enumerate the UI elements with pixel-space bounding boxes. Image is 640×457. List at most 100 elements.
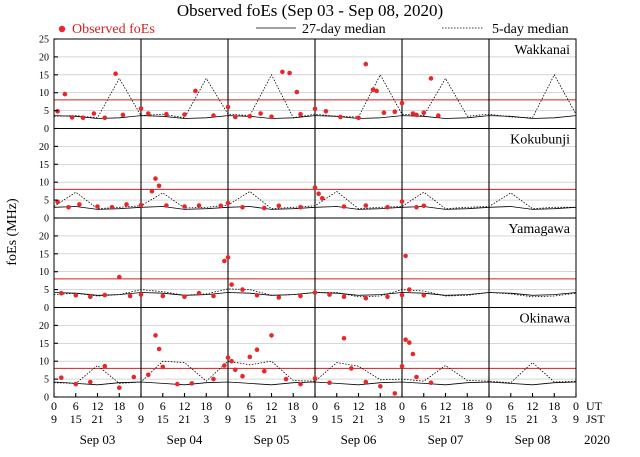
x-tick-jst: 9 xyxy=(399,412,405,426)
observed-point xyxy=(233,367,238,373)
x-tick-jst: 15 xyxy=(331,412,343,426)
legend-observed-marker xyxy=(58,25,66,33)
observed-point xyxy=(156,346,162,352)
observed-point xyxy=(156,183,162,189)
observed-point xyxy=(327,292,332,297)
x-day-label: Sep 08 xyxy=(515,432,551,447)
x-tick-jst: 3 xyxy=(551,412,557,426)
observed-point xyxy=(196,290,202,296)
observed-point xyxy=(247,114,253,119)
panel-okinawa: 0 5 10 15 20 Okinawa xyxy=(39,307,577,404)
observed-point xyxy=(102,292,108,298)
observed-point xyxy=(414,205,419,210)
observed-point xyxy=(363,295,369,301)
observed-point xyxy=(229,282,234,287)
observed-point xyxy=(341,336,347,341)
observed-point xyxy=(164,111,169,117)
observed-point xyxy=(399,292,405,298)
y-tick-label: 15 xyxy=(39,249,49,260)
median5-line xyxy=(53,288,577,298)
x-tick-ut: 0 xyxy=(225,399,231,413)
x-tick-ut: 0 xyxy=(486,399,492,413)
observed-point xyxy=(131,374,137,380)
station-label: Yamagawa xyxy=(508,222,570,237)
y-tick-label: 5 xyxy=(44,375,49,386)
x-tick-jst: 15 xyxy=(70,412,82,426)
observed-point xyxy=(59,290,64,296)
x-tick-ut: 12 xyxy=(353,399,365,413)
observed-point xyxy=(399,100,405,106)
observed-point xyxy=(62,91,68,97)
x-tick-jst: 21 xyxy=(266,412,278,426)
x-tick-jst: 9 xyxy=(225,412,231,426)
observed-point xyxy=(88,379,93,385)
observed-point xyxy=(73,381,79,387)
y-tick-label: 0 xyxy=(44,124,49,135)
x-tick-ut: 6 xyxy=(334,399,340,413)
x-tick-jst: 3 xyxy=(377,412,383,426)
x-tick-jst: 21 xyxy=(92,412,104,426)
x-tick-ut: 18 xyxy=(374,399,386,413)
observed-point xyxy=(117,274,122,280)
observed-point xyxy=(269,333,274,338)
observed-point xyxy=(182,204,187,209)
observed-point xyxy=(298,293,303,299)
observed-point xyxy=(363,61,369,67)
x-tick-jst: 9 xyxy=(573,412,579,426)
x-tick-jst: 21 xyxy=(353,412,365,426)
observed-point xyxy=(276,203,282,209)
x-tick-ut: 18 xyxy=(200,399,212,413)
observed-point xyxy=(211,293,216,299)
y-tick-label: 0 xyxy=(44,303,49,314)
observed-point xyxy=(262,368,267,374)
x-tick-jst: 15 xyxy=(418,412,430,426)
observed-point xyxy=(240,205,245,210)
x-axis: 0961512211830961512211830961512211830961… xyxy=(51,393,610,447)
y-tick-label: 20 xyxy=(39,321,49,332)
x-day-label: Sep 04 xyxy=(167,432,203,447)
median27-line xyxy=(53,115,577,119)
y-tick-label: 0 xyxy=(44,214,49,225)
observed-point xyxy=(109,205,115,210)
observed-point xyxy=(262,205,267,211)
x-tick-jst: 15 xyxy=(157,412,169,426)
observed-point xyxy=(327,380,332,386)
observed-point xyxy=(153,176,158,181)
observed-point xyxy=(211,113,216,118)
x-tick-ut: 0 xyxy=(573,399,579,413)
observed-point xyxy=(254,293,260,298)
observed-point xyxy=(95,204,100,209)
y-tick-label: 15 xyxy=(39,160,49,171)
y-tick-label: 15 xyxy=(39,339,49,350)
observed-point xyxy=(363,203,369,208)
observed-point xyxy=(421,203,427,209)
panel-yamagawa: 0 5 10 15 20 Yamagawa xyxy=(39,217,577,314)
observed-point xyxy=(222,258,227,264)
observed-point xyxy=(323,109,329,114)
y-tick-label: 20 xyxy=(39,52,49,63)
observed-point xyxy=(410,351,416,357)
median5-line xyxy=(53,360,577,384)
observed-point xyxy=(298,205,303,210)
observed-point xyxy=(378,384,383,389)
x-tick-ut: 12 xyxy=(440,399,452,413)
x-tick-jst: 21 xyxy=(440,412,452,426)
observed-point xyxy=(428,76,434,81)
observed-point xyxy=(436,113,441,118)
station-label: Kokubunji xyxy=(510,133,570,148)
observed-point xyxy=(247,354,253,360)
x-tick-ut: 18 xyxy=(548,399,560,413)
x-tick-jst: 9 xyxy=(312,412,318,426)
observed-point xyxy=(258,111,263,116)
observed-point xyxy=(385,294,390,300)
observed-point xyxy=(287,70,292,76)
x-tick-ut: 6 xyxy=(73,399,79,413)
observed-point xyxy=(341,204,347,209)
observed-point xyxy=(55,109,60,114)
observed-point xyxy=(73,293,79,298)
x-tick-ut: 18 xyxy=(461,399,473,413)
y-tick-label: 5 xyxy=(44,196,49,207)
observed-point xyxy=(113,71,118,76)
observed-point xyxy=(320,196,325,201)
observed-point xyxy=(349,366,354,371)
